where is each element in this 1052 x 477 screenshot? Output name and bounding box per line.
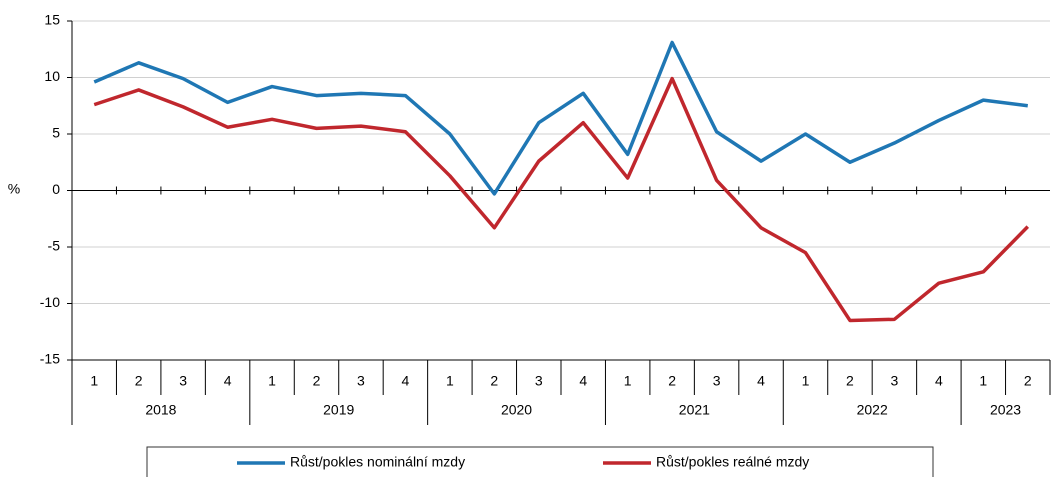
x-tick-label: 2 <box>490 373 498 389</box>
year-label: 2023 <box>990 402 1021 418</box>
year-label: 2021 <box>679 402 710 418</box>
data-line <box>93 40 1028 196</box>
x-tick-label: 2 <box>846 373 854 389</box>
legend-label: Růst/pokles reálné mzdy <box>656 454 809 470</box>
x-tick-label: 3 <box>891 373 899 389</box>
data-line <box>93 76 1030 323</box>
y-tick-label: -5 <box>48 238 61 254</box>
x-tick-label: 3 <box>535 373 543 389</box>
x-tick-label: 4 <box>402 373 410 389</box>
x-tick-label: 1 <box>90 373 98 389</box>
year-label: 2020 <box>501 402 532 418</box>
year-label: 2022 <box>857 402 888 418</box>
y-axis-label: % <box>8 181 20 197</box>
year-label: 2018 <box>145 402 176 418</box>
x-tick-label: 2 <box>135 373 143 389</box>
x-tick-label: 1 <box>979 373 987 389</box>
x-tick-label: 2 <box>313 373 321 389</box>
y-tick-label: 0 <box>52 181 60 197</box>
y-tick-label: 15 <box>44 12 60 28</box>
x-tick-label: 1 <box>802 373 810 389</box>
x-tick-label: 4 <box>935 373 943 389</box>
y-tick-label: -15 <box>40 351 60 367</box>
x-tick-label: 4 <box>224 373 232 389</box>
x-tick-label: 2 <box>668 373 676 389</box>
legend-label: Růst/pokles nominální mzdy <box>290 454 465 470</box>
x-tick-label: 4 <box>757 373 765 389</box>
y-tick-label: 10 <box>44 68 60 84</box>
x-tick-label: 2 <box>1024 373 1032 389</box>
x-tick-label: 4 <box>579 373 587 389</box>
x-tick-label: 3 <box>179 373 187 389</box>
x-tick-label: 1 <box>268 373 276 389</box>
x-tick-label: 1 <box>446 373 454 389</box>
y-tick-label: 5 <box>52 125 60 141</box>
y-tick-label: -10 <box>40 294 60 310</box>
x-tick-label: 3 <box>713 373 721 389</box>
x-tick-label: 1 <box>624 373 632 389</box>
x-tick-label: 3 <box>357 373 365 389</box>
year-label: 2019 <box>323 402 354 418</box>
